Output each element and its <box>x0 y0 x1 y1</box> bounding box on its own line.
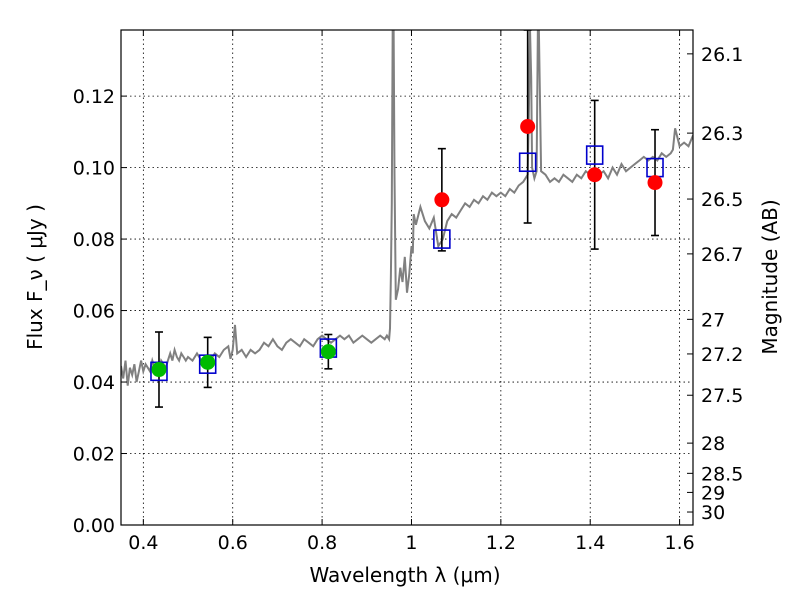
right-tick-label: 27 <box>701 309 725 331</box>
model-photometry-boxes <box>150 145 664 382</box>
y-tick-label: 0.04 <box>73 372 115 394</box>
x-axis-title: Wavelength λ (μm) <box>309 563 500 587</box>
x-tick-label: 0.8 <box>307 532 337 554</box>
right-tick-label: 26.7 <box>701 244 743 266</box>
right-tick-label: 27.5 <box>701 385 743 407</box>
grid-lines <box>121 30 693 526</box>
observed-points <box>151 118 663 378</box>
observed-point-nir <box>520 118 536 134</box>
y-tick-label: 0.00 <box>73 515 115 537</box>
model-box <box>433 229 451 249</box>
x-tick-label: 0.4 <box>128 532 158 554</box>
right-tick-label: 26.1 <box>701 44 743 66</box>
y-tick-label: 0.02 <box>73 444 115 466</box>
x-tick-label: 1.2 <box>486 532 516 554</box>
observed-point-optical <box>200 354 216 370</box>
y-axis-ticks: 0.00 0.02 0.04 0.06 0.08 0.10 0.12 <box>73 86 127 537</box>
x-tick-label: 1 <box>405 532 417 554</box>
y-tick-label: 0.08 <box>73 229 115 251</box>
right-tick-label: 28.5 <box>701 463 743 485</box>
y-tick-label: 0.10 <box>73 158 115 180</box>
y-axis-title: Flux F_ν ( μJy ) <box>23 204 47 350</box>
observed-point-optical <box>151 362 167 378</box>
observed-point-nir <box>587 167 603 183</box>
right-tick-label: 28 <box>701 433 725 455</box>
right-axis-title: Magnitude (AB) <box>758 199 782 354</box>
right-tick-label: 26.3 <box>701 123 743 145</box>
model-box <box>585 145 604 165</box>
x-tick-label: 1.6 <box>664 532 694 554</box>
y-tick-label: 0.12 <box>73 86 115 108</box>
right-tick-label: 29 <box>701 482 725 504</box>
right-tick-label: 30 <box>701 502 725 524</box>
x-axis-ticks: 0.4 0.6 0.8 1 1.2 1.4 1.6 <box>128 30 695 554</box>
right-tick-label: 26.5 <box>701 189 743 211</box>
observed-point-optical <box>320 344 336 360</box>
model-box <box>518 152 537 173</box>
right-tick-label: 27.2 <box>701 344 743 366</box>
plot-frame <box>120 29 694 526</box>
sed-model-line <box>121 30 693 386</box>
observed-point-nir <box>434 192 450 208</box>
plot-area <box>121 30 693 408</box>
x-tick-label: 1.4 <box>575 532 605 554</box>
observed-point-nir <box>647 175 663 191</box>
y-tick-label: 0.06 <box>73 301 115 323</box>
x-tick-label: 0.6 <box>218 532 248 554</box>
